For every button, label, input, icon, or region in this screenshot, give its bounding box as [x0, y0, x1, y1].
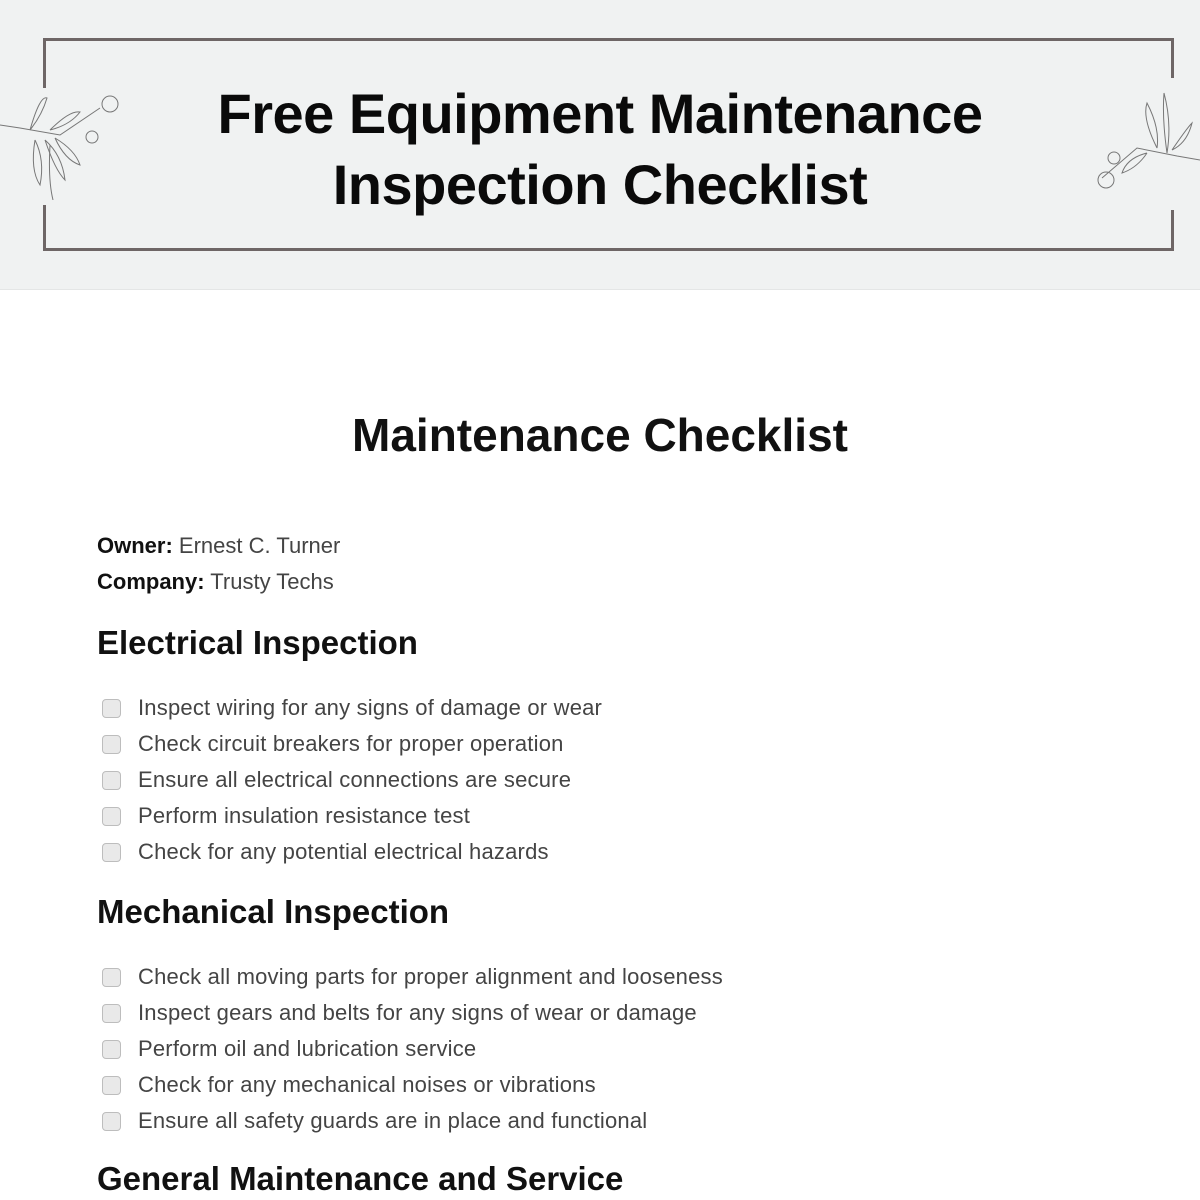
checklist-item-label: Check for any potential electrical hazar…	[138, 839, 549, 864]
checkbox[interactable]	[102, 698, 121, 718]
checklist-item[interactable]: Ensure all safety guards are in place an…	[102, 1106, 647, 1136]
floral-icon	[1097, 92, 1200, 189]
page-title: Free Equipment Maintenance Inspection Ch…	[0, 78, 1200, 220]
checklist-item[interactable]: Perform oil and lubrication service	[102, 1034, 476, 1064]
checklist-item[interactable]: Inspect gears and belts for any signs of…	[102, 998, 697, 1028]
checkbox[interactable]	[102, 734, 121, 754]
checklist-item-label: Perform oil and lubrication service	[138, 1036, 477, 1061]
owner-label: Owner:	[97, 533, 173, 558]
checkbox[interactable]	[102, 1039, 121, 1059]
checkbox[interactable]	[102, 806, 121, 826]
decorative-frame	[43, 38, 1174, 251]
checklist-item[interactable]: Check circuit breakers for proper operat…	[102, 729, 564, 759]
checklist-title: Maintenance Checklist	[352, 409, 848, 461]
section-heading: General Maintenance and Service	[97, 1160, 624, 1197]
checklist-item[interactable]: Check all moving parts for proper alignm…	[102, 962, 723, 992]
company-row: Company: Trusty Techs	[97, 569, 334, 595]
checkbox[interactable]	[102, 967, 121, 987]
title-line-1: Free Equipment Maintenance	[217, 82, 983, 145]
checklist-item-label: Check circuit breakers for proper operat…	[138, 731, 564, 756]
owner-row: Owner: Ernest C. Turner	[97, 533, 340, 559]
checklist-item-label: Inspect wiring for any signs of damage o…	[138, 695, 603, 720]
frame-edge	[1171, 38, 1174, 78]
checklist-item-label: Ensure all electrical connections are se…	[138, 767, 572, 792]
checklist-item-label: Ensure all safety guards are in place an…	[138, 1108, 648, 1133]
checklist-item[interactable]: Check for any mechanical noises or vibra…	[102, 1070, 596, 1100]
checklist-item-label: Inspect gears and belts for any signs of…	[138, 1000, 697, 1025]
header-banner: Free Equipment Maintenance Inspection Ch…	[0, 0, 1200, 290]
owner-value: Ernest C. Turner	[178, 533, 341, 558]
checkbox[interactable]	[102, 1075, 121, 1095]
checkbox[interactable]	[102, 770, 121, 790]
checklist-item[interactable]: Perform insulation resistance test	[102, 801, 470, 831]
checkbox[interactable]	[102, 1003, 121, 1023]
checkbox[interactable]	[102, 1111, 121, 1131]
title-line-2: Inspection Checklist	[332, 153, 868, 216]
checklist-item-label: Check for any mechanical noises or vibra…	[138, 1072, 596, 1097]
section-heading: Mechanical Inspection	[97, 893, 450, 930]
checklist-item[interactable]: Check for any potential electrical hazar…	[102, 837, 549, 867]
checklist-item-label: Check all moving parts for proper alignm…	[138, 964, 723, 989]
checklist-item-label: Perform insulation resistance test	[138, 803, 471, 828]
checklist-item[interactable]: Ensure all electrical connections are se…	[102, 765, 571, 795]
section-heading: Electrical Inspection	[97, 624, 418, 661]
checkbox[interactable]	[102, 842, 121, 862]
frame-edge	[1171, 210, 1174, 251]
floral-icon	[0, 95, 119, 200]
company-value: Trusty Techs	[210, 569, 334, 594]
checklist-item[interactable]: Inspect wiring for any signs of damage o…	[102, 693, 602, 723]
frame-edge	[43, 205, 46, 251]
frame-edge	[43, 38, 46, 88]
company-label: Company:	[97, 569, 205, 594]
